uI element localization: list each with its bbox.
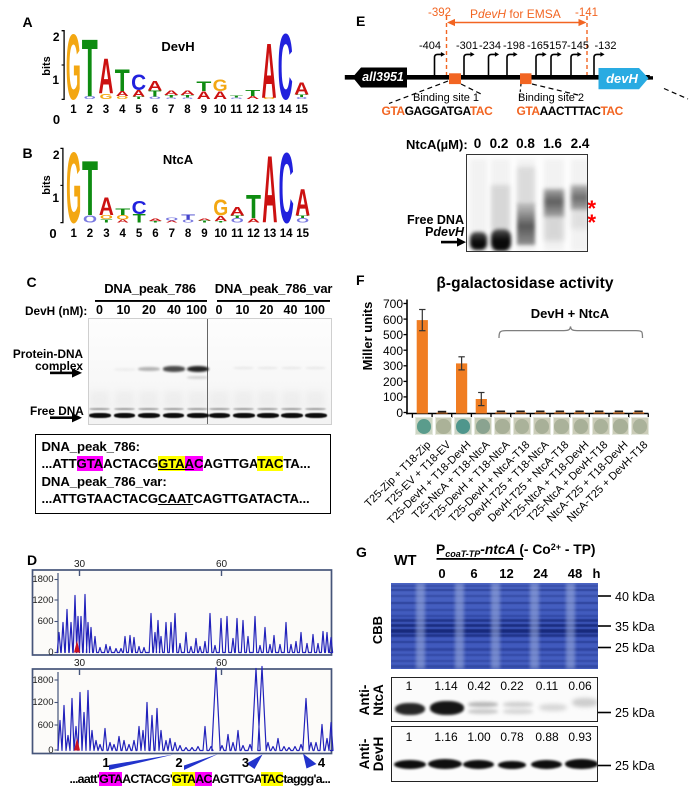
svg-text:G: G (66, 132, 81, 244)
svg-text:A: A (214, 215, 227, 223)
svg-text:A: A (116, 90, 129, 98)
svg-text:A: A (262, 135, 277, 243)
svg-text:T: T (230, 96, 244, 99)
svg-text:A: A (295, 181, 310, 224)
svg-text:A: A (99, 192, 114, 220)
svg-text:T: T (148, 90, 161, 99)
svg-text:T: T (82, 22, 98, 114)
svg-text:O: O (100, 214, 113, 220)
svg-text:A: A (166, 220, 179, 223)
svg-text:O: O (296, 217, 309, 224)
svg-text:T: T (245, 88, 260, 97)
svg-text:T: T (100, 218, 112, 223)
svg-text:A: A (213, 90, 228, 102)
svg-text:O: O (263, 97, 276, 100)
svg-text:A: A (230, 205, 245, 218)
svg-text:O: O (230, 98, 243, 100)
svg-text:T: T (149, 220, 162, 222)
svg-text:C: C (279, 132, 294, 244)
svg-text:O: O (84, 96, 96, 100)
svg-text:T: T (82, 147, 98, 233)
svg-text:O: O (116, 96, 128, 101)
svg-text:G: G (99, 92, 112, 101)
svg-text:O: O (182, 98, 193, 100)
svg-text:O: O (83, 214, 97, 225)
svg-text:O: O (182, 219, 194, 223)
svg-text:G: G (213, 76, 228, 94)
svg-text:T: T (231, 215, 245, 219)
svg-text:T: T (246, 188, 261, 226)
svg-text:A: A (247, 217, 260, 224)
svg-text:G: G (213, 196, 228, 221)
svg-text:A: A (117, 219, 129, 224)
svg-text:O: O (296, 97, 307, 100)
svg-text:A: A (197, 90, 212, 102)
svg-text:T: T (115, 206, 131, 217)
svg-text:T: T (133, 96, 144, 100)
svg-text:A: A (132, 89, 145, 99)
svg-text:C: C (278, 16, 293, 120)
svg-text:A: A (164, 89, 179, 96)
svg-text:A: A (294, 80, 309, 99)
svg-text:O: O (165, 217, 178, 222)
svg-text:G: G (66, 16, 81, 120)
svg-text:A: A (98, 49, 113, 105)
svg-text:T: T (115, 63, 131, 99)
svg-text:T: T (215, 220, 228, 222)
svg-text:A: A (148, 218, 162, 222)
svg-text:C: C (131, 71, 146, 96)
svg-text:A: A (147, 78, 162, 94)
svg-text:T: T (181, 213, 196, 221)
svg-text:A: A (246, 95, 260, 100)
svg-text:T: T (133, 212, 147, 225)
svg-text:O: O (116, 214, 129, 221)
svg-text:A: A (198, 218, 212, 221)
svg-text:C: C (132, 198, 147, 219)
svg-text:T: T (165, 94, 179, 98)
svg-text:A: A (261, 28, 276, 115)
svg-text:A: A (180, 89, 195, 96)
svg-text:O: O (231, 217, 244, 224)
svg-text:T: T (296, 94, 309, 98)
svg-text:O: O (149, 96, 161, 100)
svg-text:T: T (297, 215, 310, 219)
svg-text:T: T (196, 79, 211, 94)
svg-text:O: O (166, 98, 177, 100)
svg-text:T: T (181, 94, 195, 98)
svg-text:T: T (199, 220, 212, 223)
